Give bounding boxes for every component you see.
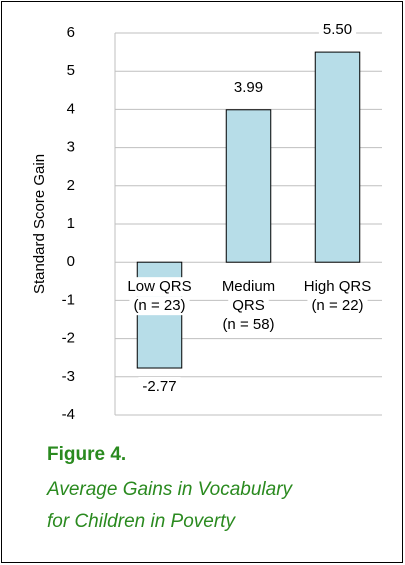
y-tick-label: -1 bbox=[62, 291, 75, 308]
x-tick-label-bg bbox=[123, 277, 196, 297]
x-tick-label: QRS bbox=[232, 297, 265, 314]
x-tick-label-bg bbox=[217, 277, 280, 297]
y-tick-label: 0 bbox=[67, 253, 75, 270]
x-tick-label-bg bbox=[228, 296, 269, 316]
value-label-bg bbox=[138, 376, 181, 396]
y-tick-label: 3 bbox=[67, 139, 75, 156]
y-tick-label: 4 bbox=[67, 100, 75, 117]
bar bbox=[225, 109, 272, 263]
y-tick-label: -4 bbox=[62, 406, 75, 423]
y-axis-label: Standard Score Gain bbox=[31, 154, 48, 294]
y-tick-label: 1 bbox=[67, 215, 75, 232]
value-label: 5.50 bbox=[323, 21, 352, 38]
x-tick-label-bg bbox=[307, 296, 368, 316]
y-tick-label: 2 bbox=[67, 177, 75, 194]
x-tick-label-bg bbox=[129, 296, 190, 316]
x-tick-label: Medium bbox=[222, 278, 275, 295]
x-tick-label-bg bbox=[218, 315, 279, 335]
figure-label: Figure 4. bbox=[47, 444, 126, 465]
x-tick-label: (n = 23) bbox=[133, 297, 185, 314]
value-label: -2.77 bbox=[142, 378, 176, 395]
x-tick-label: (n = 58) bbox=[222, 316, 274, 333]
bar bbox=[314, 51, 361, 263]
x-tick-label: High QRS bbox=[304, 278, 372, 295]
value-label-bg bbox=[229, 77, 268, 97]
y-tick-label: -2 bbox=[62, 330, 75, 347]
caption-line: for Children in Poverty bbox=[47, 511, 236, 532]
y-tick-label: 5 bbox=[67, 62, 75, 79]
caption-line: Average Gains in Vocabulary bbox=[46, 479, 294, 500]
x-tick-label: (n = 22) bbox=[311, 297, 363, 314]
value-label-bg bbox=[318, 20, 357, 40]
y-tick-label: 6 bbox=[67, 24, 75, 41]
x-tick-label: Low QRS bbox=[127, 278, 191, 295]
value-label: 3.99 bbox=[234, 79, 263, 96]
y-tick-label: -3 bbox=[62, 368, 75, 385]
x-tick-label-bg bbox=[299, 277, 376, 297]
